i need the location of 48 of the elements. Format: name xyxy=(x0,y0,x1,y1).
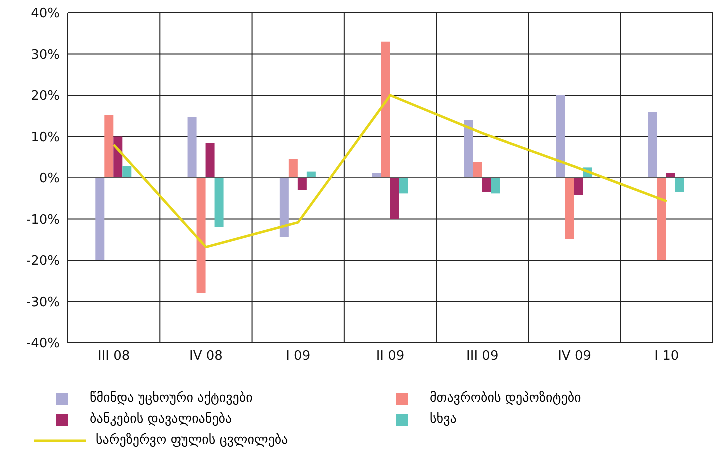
bar xyxy=(676,178,684,192)
y-tick-label: -20% xyxy=(26,254,60,270)
bar xyxy=(372,173,382,178)
bar xyxy=(390,178,400,220)
bar xyxy=(206,143,215,178)
x-tick-label: I 09 xyxy=(286,349,311,364)
y-tick-label: -10% xyxy=(26,212,60,228)
bar xyxy=(214,178,224,228)
bar xyxy=(648,112,658,178)
y-tick-label: 10% xyxy=(31,130,60,146)
bar xyxy=(491,178,500,194)
x-tick-label: IV 09 xyxy=(558,349,592,364)
bar xyxy=(556,96,566,178)
y-tick-label: 0% xyxy=(39,172,60,187)
x-tick-label: IV 08 xyxy=(190,349,223,364)
legend-label: ბანკების დავალიანება xyxy=(90,412,232,427)
y-tick-label: 40% xyxy=(31,6,60,22)
bar xyxy=(399,178,408,194)
bar xyxy=(196,178,206,294)
bar xyxy=(96,178,105,260)
x-tick-label: I 10 xyxy=(654,349,680,364)
bar xyxy=(658,178,666,260)
bar xyxy=(288,159,298,178)
legend-label: წმინდა უცხოური აქტივები xyxy=(90,391,253,406)
bar xyxy=(464,120,474,178)
bar xyxy=(298,178,307,190)
bar xyxy=(104,115,114,178)
x-tick-label: II 09 xyxy=(376,349,405,364)
bar xyxy=(188,116,197,178)
y-tick-label: 20% xyxy=(31,89,60,104)
legend-label: სხვა xyxy=(430,412,457,427)
legend-label: მთავრობის დეპოზიტები xyxy=(430,391,582,406)
bar xyxy=(565,178,574,240)
bar xyxy=(381,42,390,178)
bar xyxy=(473,162,482,178)
x-tick-label: III 08 xyxy=(98,349,130,364)
line-series xyxy=(112,94,668,249)
bar xyxy=(666,173,676,178)
bar xyxy=(122,166,132,178)
legend-label: სარეზერვო ფულის ცვლილება xyxy=(96,433,288,448)
bar xyxy=(280,178,289,238)
bar xyxy=(482,178,492,192)
bar xyxy=(114,136,123,178)
x-tick-label: III 09 xyxy=(466,349,499,364)
y-tick-label: -30% xyxy=(26,295,60,310)
y-tick-label: 30% xyxy=(31,48,60,63)
y-tick-label: -40% xyxy=(26,336,60,352)
bar xyxy=(574,178,584,196)
